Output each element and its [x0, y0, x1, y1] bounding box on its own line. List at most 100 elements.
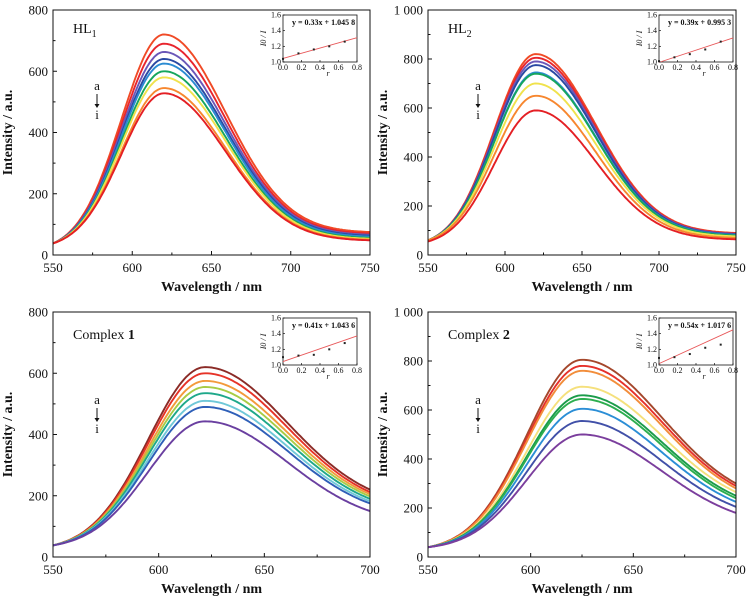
inset-point	[343, 342, 346, 345]
inset-y-tick-label: 1.4	[271, 26, 281, 35]
series-line-4	[428, 385, 736, 549]
inset-x-tick-label: 0.2	[297, 63, 307, 72]
inset: 0.0 0.2 0.4 0.6 0.8 1.0 1.2 1.4 1.6 r I0 / I y = 0.…	[635, 314, 738, 382]
inset: 0.0 0.2 0.4 0.6 0.8 1.0 1.2 1.4 1.6 r I0 / I y = 0.…	[259, 11, 362, 79]
series-line-9	[53, 92, 370, 245]
inset-y-tick-label: 1.0	[647, 361, 657, 370]
panel-3: 550 600 650 700 0 200 400 600 800 Wavelength / nm…	[1, 305, 380, 598]
panel-title-sub: 2	[467, 29, 472, 40]
panel-title-sub: 1	[92, 29, 97, 40]
x-tick-label: 650	[624, 562, 644, 577]
series-line-6	[428, 398, 736, 549]
inset-x-tick-label: 0.0	[654, 63, 664, 72]
series-line-3	[428, 369, 736, 549]
inset-x-tick-label: 0.2	[673, 366, 683, 375]
panel-title-number: 1	[128, 328, 135, 343]
inset-fit-line	[658, 329, 734, 365]
series-line-8	[428, 94, 736, 242]
inset-x-tick-label: 0.0	[654, 366, 664, 375]
inset-y-tick-label: 1.0	[271, 58, 281, 67]
series-line-7	[53, 405, 370, 547]
inset-x-tick-label: 0.2	[673, 63, 683, 72]
inset-x-tick-label: 0.8	[352, 63, 362, 72]
inset-point	[704, 346, 707, 349]
y-tick-label: 600	[29, 366, 49, 381]
inset-fit-line	[282, 335, 358, 363]
inset-x-tick-label: 0.2	[297, 366, 307, 375]
y-tick-label: 0	[417, 248, 424, 263]
series-line-8	[53, 87, 370, 245]
inset-y-tick-label: 1.2	[271, 42, 281, 51]
series-order-bottom: i	[476, 107, 480, 122]
series-line-8	[53, 420, 370, 547]
x-tick-label: 600	[149, 562, 169, 577]
y-axis-label: Intensity / a.u.	[376, 90, 391, 176]
panel-4: 550 600 650 700 0 200 400 600 800 1 000 Wavelength…	[376, 305, 746, 598]
series-order-arrowhead	[94, 418, 100, 422]
x-tick-label: 600	[521, 562, 541, 577]
inset-point	[719, 40, 722, 43]
inset-point	[282, 356, 284, 359]
inset-y-tick-label: 1.6	[647, 11, 657, 20]
series-line-8	[428, 420, 736, 549]
series-order-bottom: i	[95, 107, 99, 122]
y-tick-label: 400	[29, 427, 49, 442]
x-tick-label: 550	[418, 562, 438, 577]
y-tick-label: 1 000	[394, 3, 423, 18]
series-line-5	[53, 62, 370, 245]
inset-y-label: I0 / I	[259, 333, 268, 350]
inset-y-tick-label: 1.6	[647, 314, 657, 323]
y-tick-label: 400	[404, 150, 424, 165]
inset-y-label: I0 / I	[635, 30, 644, 47]
inset-point	[328, 45, 331, 48]
inset-x-tick-label: 0.8	[728, 366, 738, 375]
inset-x-tick-label: 0.0	[278, 63, 288, 72]
y-tick-label: 600	[404, 101, 424, 116]
y-tick-label: 400	[29, 125, 49, 140]
inset-x-label: r	[326, 69, 330, 78]
x-tick-label: 600	[495, 260, 515, 275]
y-tick-label: 0	[417, 550, 424, 565]
y-tick-label: 400	[404, 452, 424, 467]
series-line-7	[428, 82, 736, 242]
series-line-2	[53, 42, 370, 245]
inset-point	[673, 56, 676, 59]
inset-equation: y = 0.33x + 1.045 8	[292, 18, 355, 27]
y-tick-label: 1 000	[394, 305, 423, 320]
x-tick-label: 700	[281, 260, 301, 275]
panel-title-text: Complex	[448, 328, 503, 343]
inset-point	[688, 353, 691, 356]
y-tick-label: 800	[29, 3, 49, 18]
series-line-1	[53, 33, 370, 245]
y-tick-label: 0	[42, 248, 49, 263]
inset-x-tick-label: 0.0	[278, 366, 288, 375]
panel-2: 550 600 650 700 750 0 200 400 600 800 1 000 Wavelen…	[376, 3, 746, 296]
inset-x-tick-label: 0.6	[710, 63, 720, 72]
series-order-bottom: i	[476, 421, 480, 436]
inset-x-tick-label: 0.4	[691, 63, 701, 72]
panel-title: Complex 2	[448, 328, 510, 343]
panel-title-text: HL	[73, 22, 92, 37]
series-order-top: a	[94, 392, 100, 407]
series-group	[53, 33, 370, 245]
series-line-9	[428, 433, 736, 549]
inset-point	[282, 57, 284, 60]
inset-x-tick-label: 0.6	[334, 366, 344, 375]
inset-y-label: I0 / I	[259, 30, 268, 47]
inset-frame	[658, 317, 734, 366]
inset-point	[719, 343, 722, 346]
series-order-top: a	[94, 78, 100, 93]
x-tick-label: 700	[360, 562, 380, 577]
series-order-bottom: i	[95, 421, 99, 436]
panel-title-text: Complex	[73, 328, 128, 343]
y-axis-label: Intensity / a.u.	[1, 392, 16, 478]
series-order-arrowhead	[475, 418, 481, 422]
inset-point	[312, 48, 315, 51]
x-tick-label: 550	[43, 562, 63, 577]
inset-y-label: I0 / I	[635, 333, 644, 350]
y-tick-label: 0	[42, 550, 49, 565]
inset-point	[343, 40, 346, 43]
panel-title: Complex 1	[73, 328, 135, 343]
inset-y-tick-label: 1.4	[647, 329, 657, 338]
